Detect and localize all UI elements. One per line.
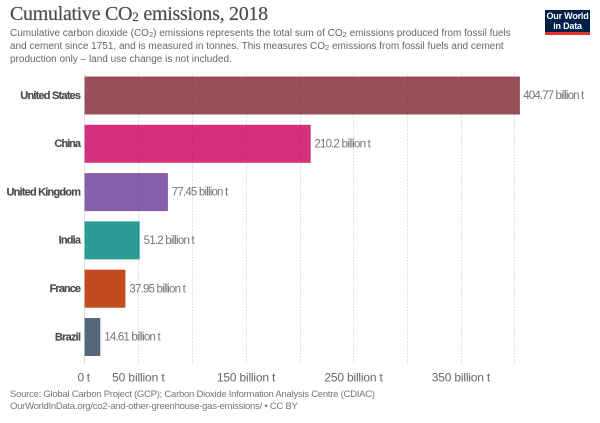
svg-text:United States: United States bbox=[20, 90, 81, 102]
svg-text:210.2 billion t: 210.2 billion t bbox=[314, 138, 371, 150]
svg-text:14.61 billion t: 14.61 billion t bbox=[104, 332, 161, 344]
svg-text:150 billion t: 150 billion t bbox=[217, 370, 276, 384]
svg-text:France: France bbox=[50, 283, 81, 295]
svg-text:United Kingdom: United Kingdom bbox=[7, 186, 82, 198]
svg-text:77.45 billion t: 77.45 billion t bbox=[172, 187, 229, 199]
svg-text:50 billion t: 50 billion t bbox=[112, 370, 165, 384]
svg-text:250 billion t: 250 billion t bbox=[324, 370, 383, 384]
svg-text:India: India bbox=[59, 235, 82, 247]
svg-text:China: China bbox=[54, 138, 81, 150]
svg-text:51.2 billion t: 51.2 billion t bbox=[144, 235, 196, 247]
svg-text:404.77 billion t: 404.77 billion t bbox=[523, 90, 585, 102]
svg-text:Brazil: Brazil bbox=[55, 331, 81, 343]
svg-text:37.95 billion t: 37.95 billion t bbox=[129, 283, 186, 295]
svg-text:0 t: 0 t bbox=[78, 370, 91, 384]
svg-text:350 billion t: 350 billion t bbox=[432, 370, 491, 384]
